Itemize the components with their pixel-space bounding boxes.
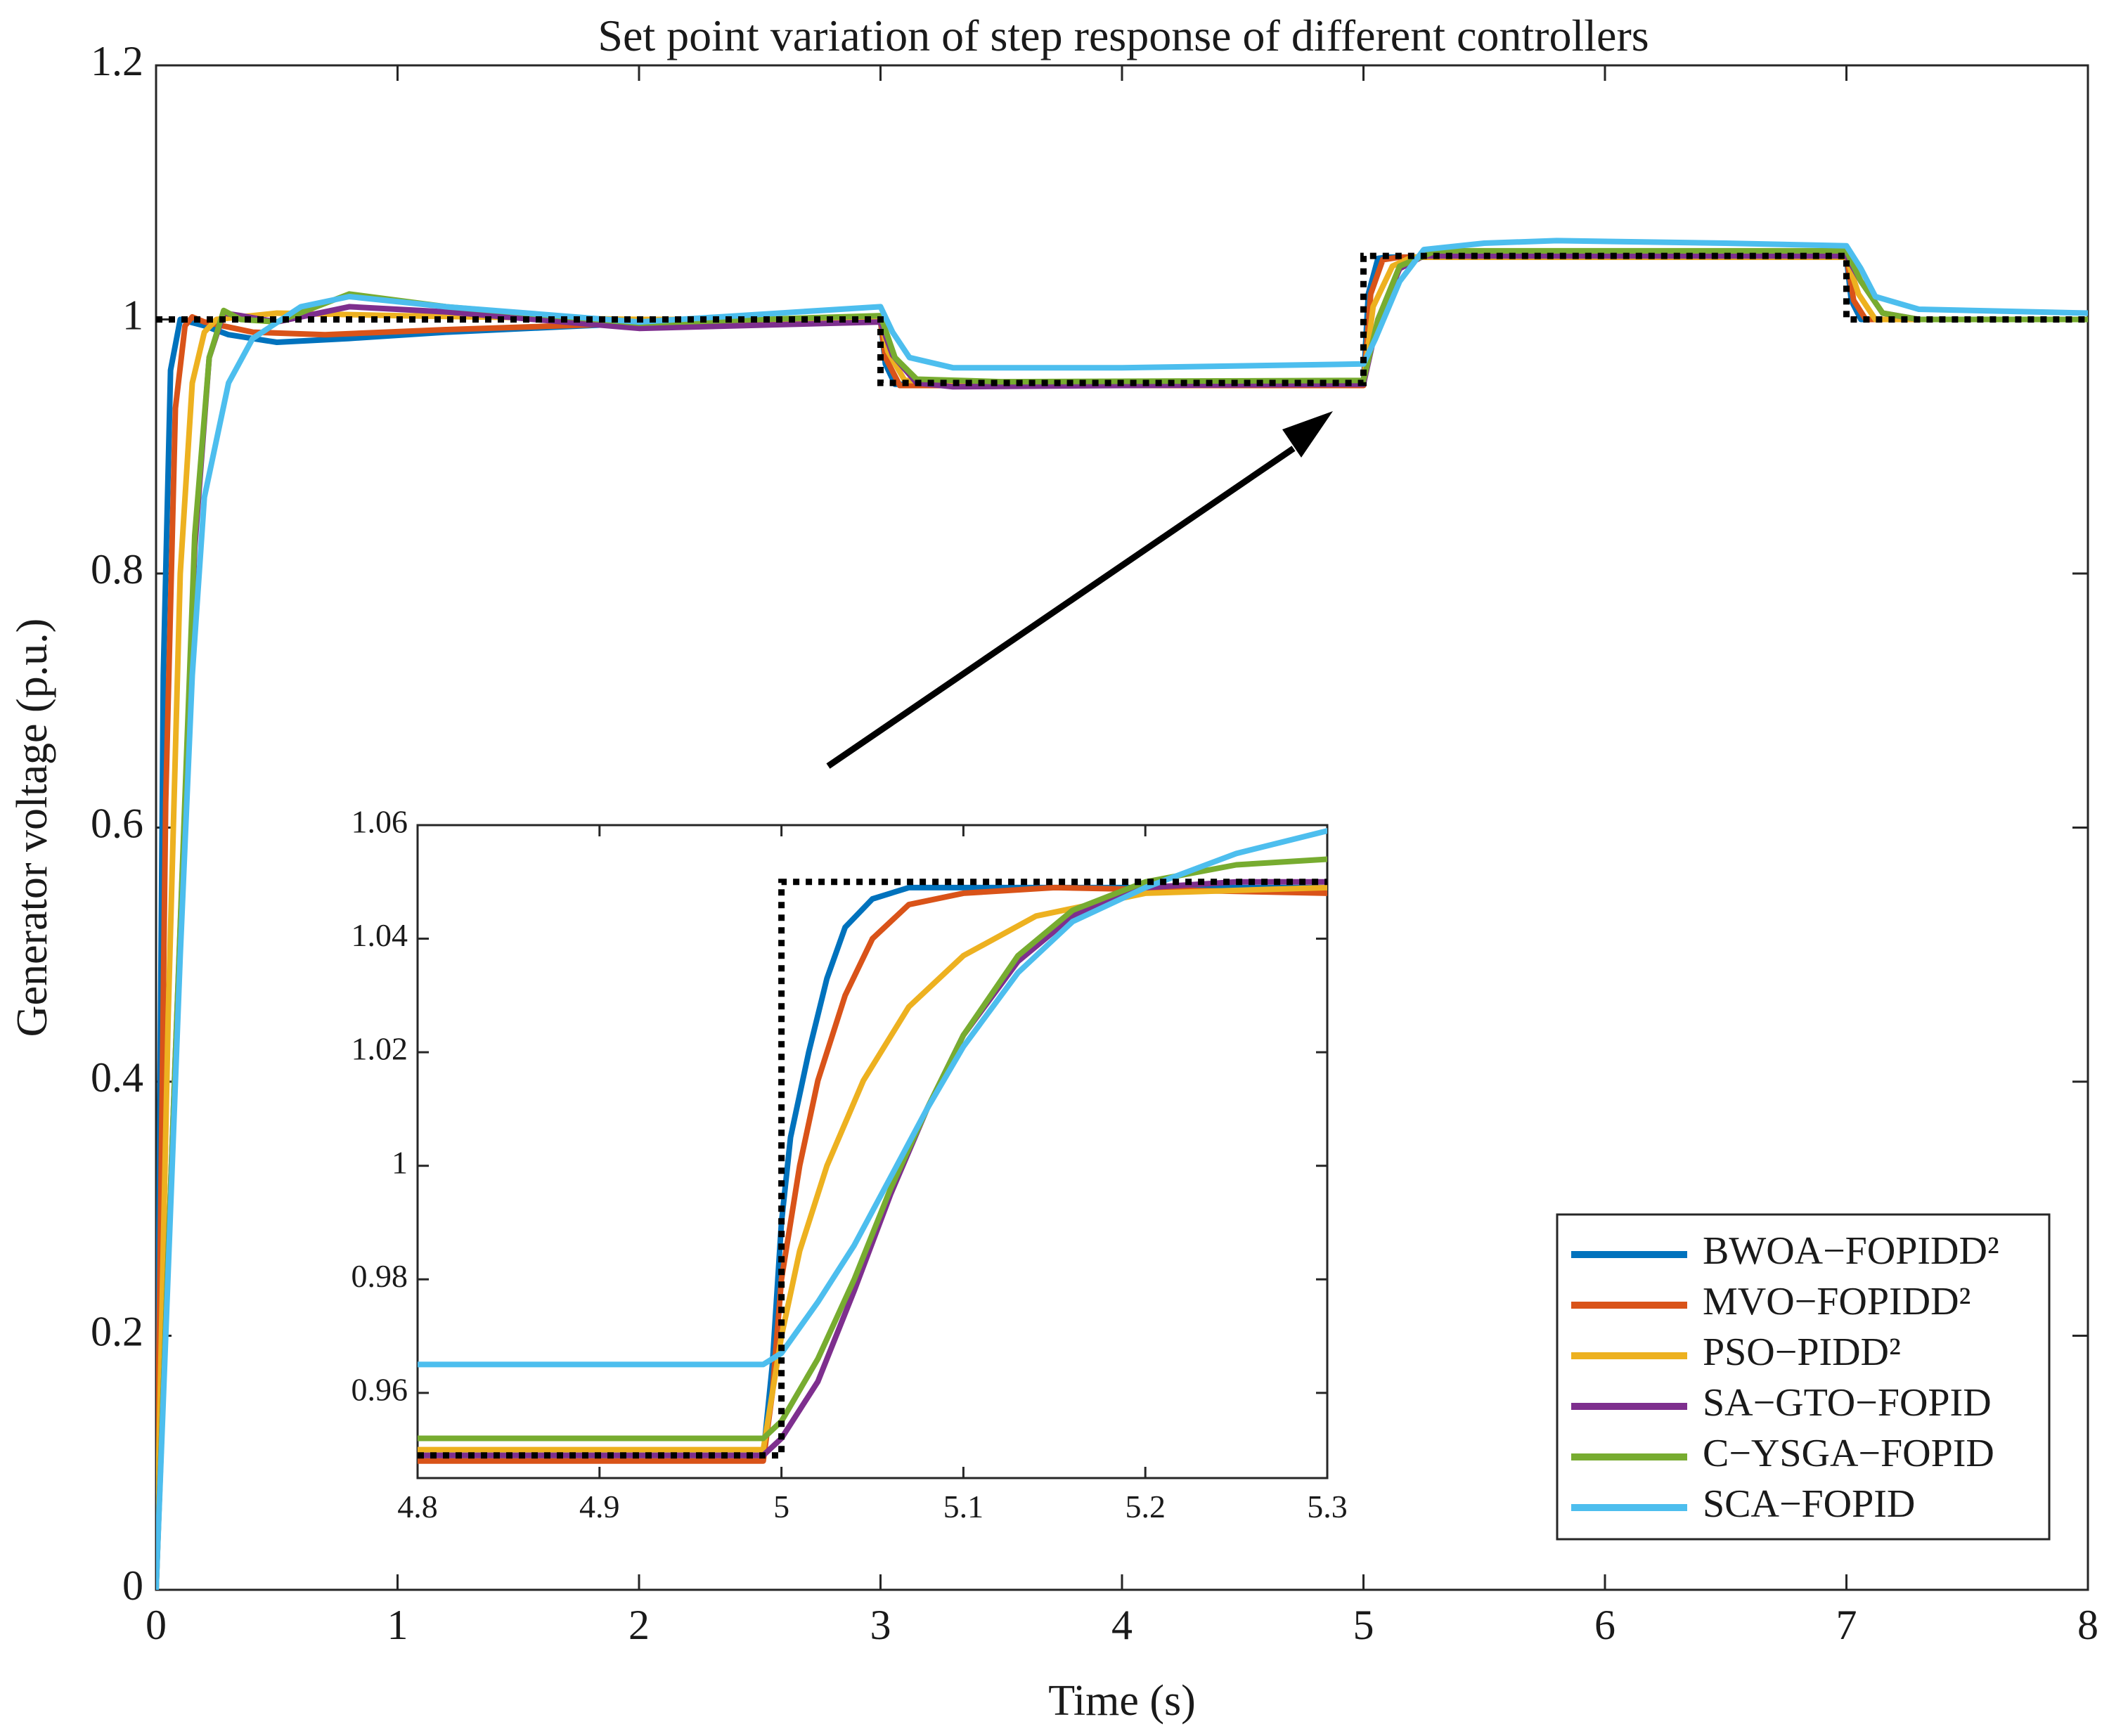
inset-x-tick-label: 5.1 bbox=[943, 1489, 984, 1524]
main-setpoint-line bbox=[156, 252, 2088, 387]
legend-box bbox=[1556, 1213, 2051, 1541]
zoom-arrow-head bbox=[1282, 411, 1333, 458]
inset-series-group bbox=[418, 828, 1327, 1464]
x-axis-label: Time (s) bbox=[1048, 1677, 1196, 1725]
inset-x-tick-label: 4.9 bbox=[579, 1489, 620, 1524]
inset-y-tick-label: 1.02 bbox=[352, 1031, 408, 1067]
inset-series-line-pso-pidd bbox=[418, 884, 1327, 1453]
main-y-tick-label: 0 bbox=[122, 1562, 143, 1609]
main-x-tick-label: 4 bbox=[1111, 1602, 1133, 1648]
y-axis-label: Generator voltage (p.u.) bbox=[8, 618, 56, 1037]
inset-x-tick-label: 5 bbox=[773, 1489, 789, 1524]
legend-label-sca-fopid: SCA−FOPID bbox=[1703, 1482, 1915, 1526]
inset-y-tick-label: 1 bbox=[392, 1144, 408, 1180]
chart-title: Set point variation of step response of … bbox=[598, 11, 1649, 60]
inset-axis-ticks: 4.8 4.9 5 5.1 5.2 5.3 0.96 0.98 1 1.02 1.04 1.06 bbox=[352, 804, 1348, 1524]
legend-label-mvo-fopidd: MVO−FOPIDD² bbox=[1703, 1280, 1971, 1323]
inset-y-tick-label: 1.06 bbox=[352, 804, 408, 840]
main-y-tick-label: 0.2 bbox=[91, 1308, 143, 1354]
main-x-tick-label: 6 bbox=[1594, 1602, 1615, 1648]
main-x-tick-label: 7 bbox=[1836, 1602, 1857, 1648]
main-y-tick-label: 0.8 bbox=[91, 546, 143, 592]
inset-x-tick-label: 5.2 bbox=[1125, 1489, 1166, 1524]
inset-y-tick-label: 1.04 bbox=[352, 917, 408, 953]
inset-y-tick-label: 0.96 bbox=[352, 1371, 408, 1407]
main-y-tick-label: 0.6 bbox=[91, 800, 143, 846]
inset-setpoint-line bbox=[418, 879, 1327, 1459]
main-x-tick-label: 5 bbox=[1353, 1602, 1374, 1648]
legend-label-c-ysga-fopid: C−YSGA−FOPID bbox=[1703, 1432, 1994, 1475]
zoom-arrow bbox=[826, 411, 1333, 769]
main-x-tick-label: 2 bbox=[628, 1602, 650, 1648]
legend: BWOA−FOPIDD² MVO−FOPIDD² PSO−PIDD² SA−GTO−F… bbox=[1556, 1213, 2051, 1541]
main-y-tick-label: 1.2 bbox=[91, 38, 143, 84]
main-x-tick-label: 1 bbox=[387, 1602, 408, 1648]
legend-label-sa-gto-fopid: SA−GTO−FOPID bbox=[1703, 1381, 1992, 1425]
legend-label-bwoa-fopidd: BWOA−FOPIDD² bbox=[1703, 1229, 1999, 1273]
inset-y-tick-label: 0.98 bbox=[352, 1258, 408, 1294]
main-axis-ticks: 0 1 2 3 4 5 6 7 8 0 0.2 0.4 0.6 0.8 1 1.2 bbox=[91, 38, 2098, 1648]
legend-entries: BWOA−FOPIDD² MVO−FOPIDD² PSO−PIDD² SA−GTO−F… bbox=[1571, 1229, 1999, 1526]
zoom-arrow-shaft bbox=[826, 446, 1296, 769]
main-y-tick-label: 1 bbox=[122, 292, 143, 338]
inset-plot-frame bbox=[416, 824, 1329, 1479]
main-series-line-sca-fopid bbox=[156, 238, 2088, 1590]
inset-x-tick-label: 4.8 bbox=[397, 1489, 438, 1524]
inset-x-tick-label: 5.3 bbox=[1307, 1489, 1348, 1524]
main-series-line-c-ysga-fopid bbox=[156, 247, 2088, 1590]
main-y-tick-label: 0.4 bbox=[91, 1054, 143, 1101]
main-x-tick-label: 8 bbox=[2077, 1602, 2098, 1648]
legend-label-pso-pidd: PSO−PIDD² bbox=[1703, 1330, 1901, 1374]
main-series-group bbox=[156, 238, 2088, 1590]
main-x-tick-label: 3 bbox=[870, 1602, 891, 1648]
inset-plot-area: 4.8 4.9 5 5.1 5.2 5.3 0.96 0.98 1 1.02 1.04 1.06 bbox=[352, 804, 1348, 1524]
main-x-tick-label: 0 bbox=[146, 1602, 167, 1648]
inset-series-line-sca-fopid bbox=[418, 828, 1327, 1368]
